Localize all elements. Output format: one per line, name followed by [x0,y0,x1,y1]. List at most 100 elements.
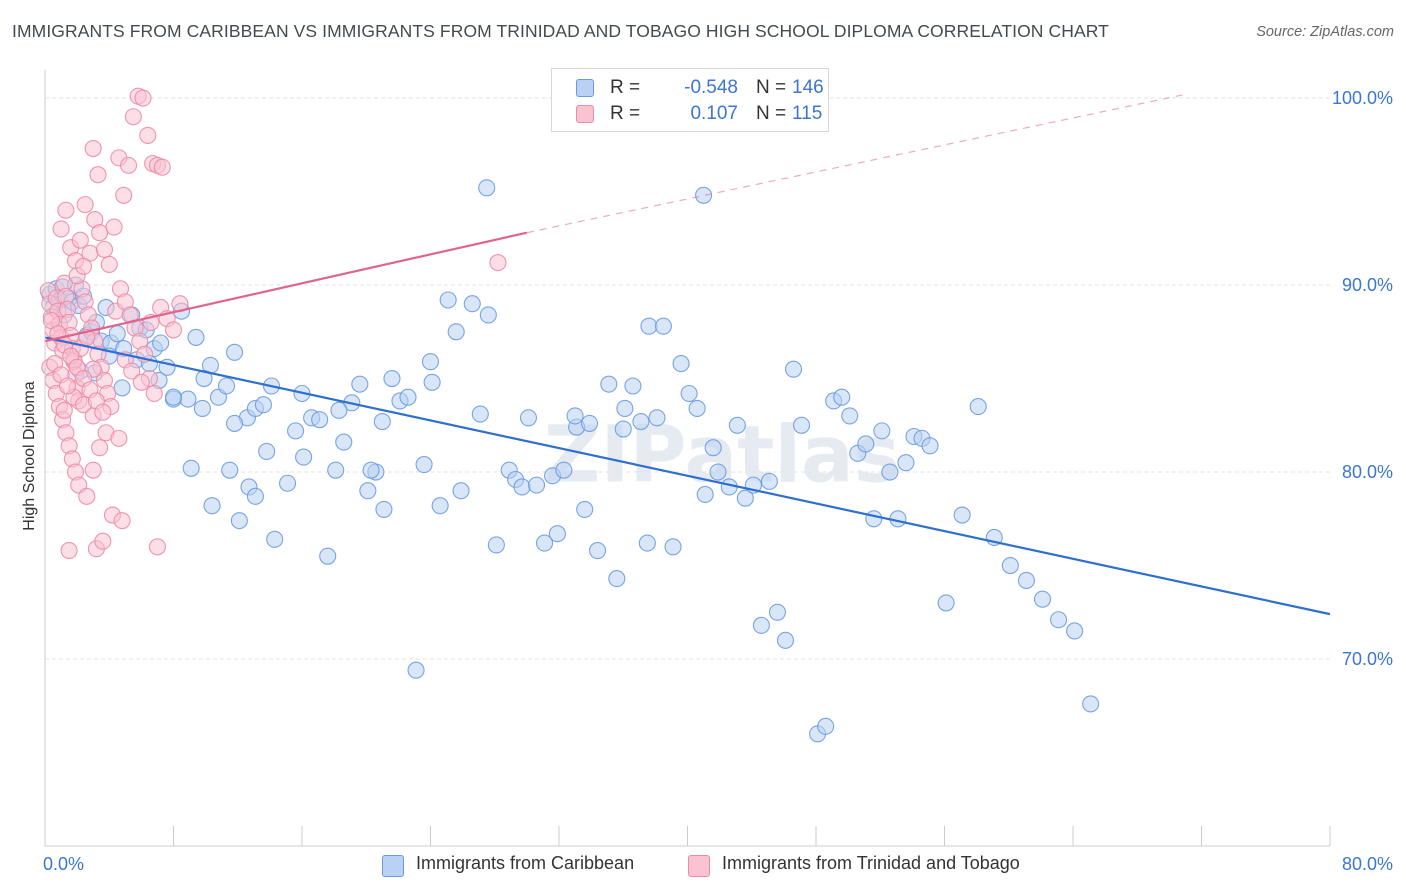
caribbean-point [648,409,666,427]
caribbean-point [873,422,891,440]
trinidad-point [75,257,93,275]
caribbean-point [792,416,811,434]
caribbean-point [407,661,425,679]
caribbean-point [193,399,211,417]
caribbean-point [487,536,505,554]
caribbean-point [865,510,883,528]
caribbean-point [287,422,305,440]
caribbean-point [1017,571,1035,590]
caribbean-point [431,497,449,515]
trinidad-point [57,201,75,219]
trinidad-point [100,255,118,274]
caribbean-point [421,353,440,371]
n-value: 115 [792,103,823,124]
caribbean-point [841,407,859,425]
trinidad-point [115,186,133,204]
trinidad-point [84,461,102,479]
caribbean-point [463,295,481,313]
n-label: N = [756,103,787,124]
caribbean-point [335,433,353,451]
r-value: -0.548 [684,77,738,98]
caribbean-point [696,485,714,504]
x-tick-label: 0.0% [43,854,84,874]
caribbean-point [760,472,778,490]
trinidad-point [113,512,131,530]
trinidad-point [119,156,138,174]
y-tick-label: 100.0% [1332,88,1393,108]
trinidad-point [84,139,102,158]
trinidad-point [89,166,107,184]
caribbean-point [330,401,348,419]
series-legend: Immigrants from Caribbean Immigrants fro… [0,852,1406,877]
caribbean-point [640,317,658,335]
caribbean-point [471,405,489,423]
caribbean-point [479,306,497,324]
caribbean-point [278,474,297,492]
caribbean-point [327,461,345,479]
caribbean-point [1049,611,1068,629]
caribbean-point [423,373,441,391]
trinidad-point [153,158,171,176]
trinidad-point [148,538,166,556]
caribbean-point [108,325,126,343]
trinidad-point [91,439,109,457]
caribbean-legend-swatch [382,855,404,877]
caribbean-swatch [576,79,594,97]
trinidad-point [132,373,150,391]
caribbean-point [1001,556,1019,575]
caribbean-point [566,407,584,425]
caribbean-point [672,355,690,373]
trinidad-point [60,542,78,560]
caribbean-point [373,412,391,431]
trinidad-point [489,254,507,272]
caribbean-point [776,631,795,649]
caribbean-point [362,461,380,479]
caribbean-point [580,414,599,432]
caribbean-point [1082,695,1100,713]
caribbean-point [415,455,433,474]
trinidad-point [134,89,152,107]
caribbean-point [383,369,401,388]
trinidad-point [145,384,163,403]
caribbean-point [225,414,244,432]
caribbean-point [399,388,417,406]
caribbean-point [616,399,634,417]
trinidad-point [105,218,123,236]
caribbean-point [246,487,264,505]
caribbean-point [608,570,626,588]
caribbean-point [736,489,754,507]
trinidad-point [76,196,94,214]
caribbean-point [654,317,672,335]
trinidad-trend-line [44,231,528,343]
r-label: R = [610,77,641,98]
source-credit: Source: ZipAtlas.com [1256,24,1394,40]
trend-layer [44,93,1331,616]
trinidad-point [71,231,89,249]
caribbean-point [953,506,971,524]
caribbean-point [638,534,656,552]
caribbean-point [588,542,607,560]
caribbean-point [752,616,770,634]
caribbean-point [187,328,205,346]
caribbean-point [768,603,787,621]
caribbean-point [632,412,650,431]
caribbean-point [295,448,313,466]
y-tick-label: 70.0% [1342,649,1393,669]
trinidad-point [91,224,109,242]
stats-legend: R = -0.548 N = 146 R = 0.107 N = 115 [551,68,829,132]
caribbean-point [535,534,554,552]
trinidad-point [55,401,73,419]
caribbean-point [728,416,746,434]
caribbean-point [359,482,377,500]
caribbean-point [221,461,239,479]
trinidad-point [94,532,112,550]
caribbean-point [113,379,131,397]
caribbean-point [704,439,722,457]
caribbean-point [519,409,538,427]
trinidad-point [94,403,112,421]
caribbean-point [217,377,236,395]
caribbean-point [375,500,393,518]
caribbean-point [664,538,682,556]
caribbean-point [203,497,221,515]
